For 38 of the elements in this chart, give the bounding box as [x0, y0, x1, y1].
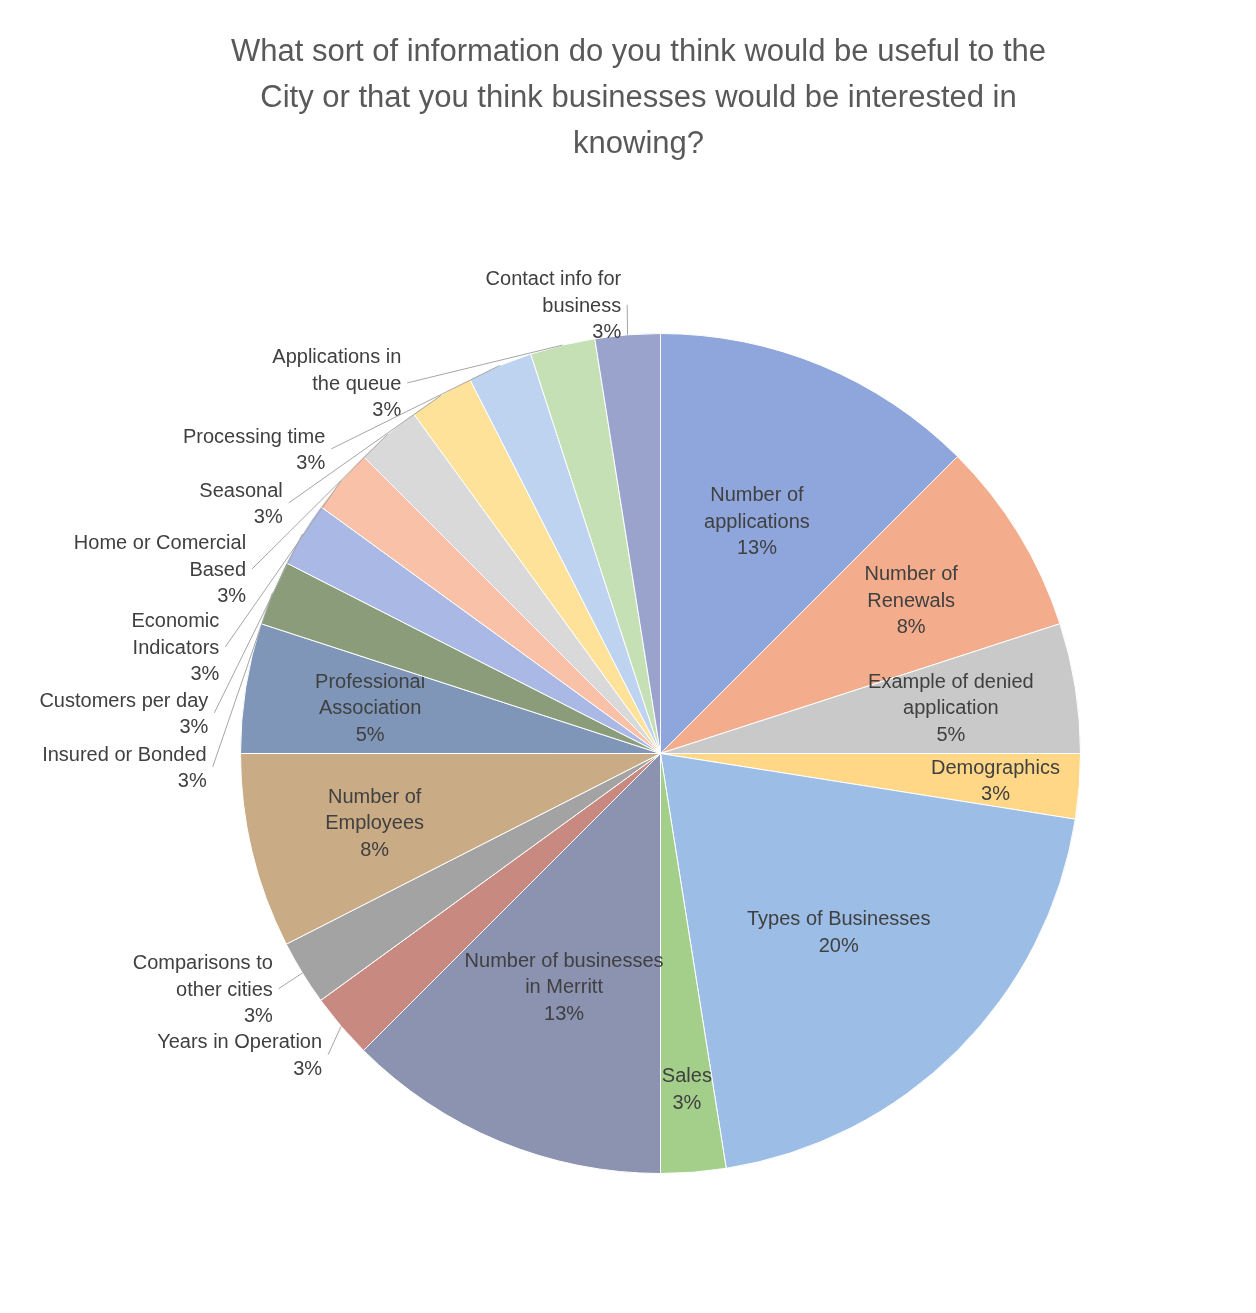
slice-label: Number of Renewals [864, 562, 959, 611]
data-label: 3% [190, 662, 220, 685]
data-label: 3% [296, 451, 326, 474]
slice-label: Years in Operation [157, 1030, 323, 1053]
slice-label: Customers per day [39, 688, 209, 711]
data-label: 8% [360, 837, 390, 860]
data-label: 3% [981, 782, 1011, 805]
slice-label: Professional Association [315, 670, 426, 719]
slice-label: Insured or Bonded [42, 742, 207, 765]
data-label: 3% [592, 320, 622, 343]
data-label: 3% [293, 1056, 323, 1079]
slice-label: Applications in the queue [272, 345, 402, 394]
data-label: 13% [544, 1001, 585, 1024]
slice-label: Types of Businesses [746, 907, 931, 930]
data-label: 3% [217, 584, 247, 607]
data-label: 5% [355, 722, 385, 745]
slice-label: Processing time [183, 424, 326, 447]
data-label: 5% [936, 722, 966, 745]
chart-title: What sort of information do you think would be useful to the City or that you think businesses would be interested in knowing? [230, 33, 1047, 160]
slice-label: Number of applications [704, 483, 810, 532]
slice-label: Comparisons to other cities [132, 951, 273, 1000]
slice-label: Sales [661, 1064, 712, 1087]
slice-label: Demographics [930, 755, 1060, 778]
slice-label: Home or Comercial Based [73, 531, 247, 580]
data-label: 3% [253, 505, 283, 528]
data-label: 20% [818, 933, 859, 956]
data-label: 8% [896, 615, 926, 638]
slice-label: Contact info for business [485, 267, 622, 316]
data-label: 3% [672, 1090, 702, 1113]
slice-label: Number of Employees [325, 784, 425, 834]
data-label: 3% [243, 1004, 274, 1027]
data-label: 3% [372, 398, 402, 421]
slice-label: Seasonal [199, 478, 283, 501]
slice-label: Economic Indicators [131, 609, 220, 658]
slice-label: Example of denied application [868, 670, 1034, 719]
data-label: 3% [177, 769, 207, 792]
data-label: 13% [736, 536, 778, 559]
data-label: 3% [179, 715, 209, 738]
